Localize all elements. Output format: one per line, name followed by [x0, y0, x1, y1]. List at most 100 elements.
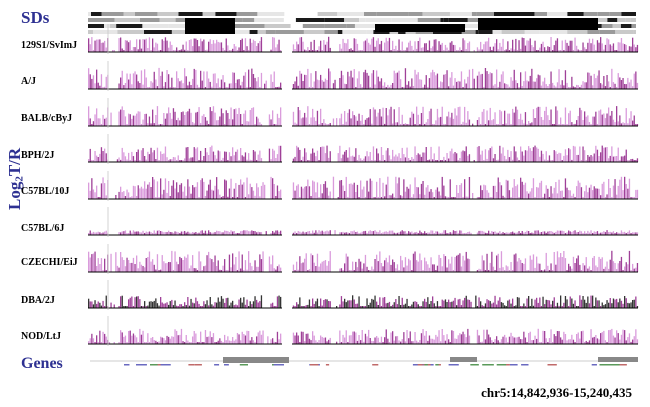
sds-label: SDs [21, 8, 50, 27]
signal-bar [388, 230, 391, 235]
signal-bar [608, 179, 610, 199]
signal-bar [94, 342, 96, 344]
signal-bar [518, 231, 520, 235]
signal-bar [422, 87, 424, 89]
signal-bar [412, 341, 415, 344]
signal-bar [600, 306, 602, 308]
signal-bar [355, 148, 357, 162]
signal-bar [595, 231, 597, 235]
signal-bar [448, 86, 450, 89]
signal-bar [315, 192, 317, 199]
signal-bar [315, 301, 317, 308]
signal-bar [481, 49, 483, 52]
signal-bar [456, 81, 458, 89]
signal-bar [163, 113, 165, 126]
signal-bar [147, 184, 149, 199]
signal-bar [553, 232, 555, 235]
signal-bar [350, 156, 352, 162]
signal-bar [564, 258, 567, 272]
signal-bar [412, 301, 415, 308]
signal-bar [345, 253, 347, 272]
signal-bar [225, 298, 227, 308]
signal-bar [601, 145, 603, 162]
signal-bar [414, 232, 416, 235]
signal-bar [398, 39, 400, 52]
signal-bar [608, 302, 610, 308]
signal-bar [435, 231, 437, 235]
signal-bar [227, 297, 229, 308]
signal-bar [564, 149, 567, 162]
signal-bar [376, 181, 378, 199]
signal-bar [152, 337, 154, 344]
signal-bar [571, 334, 573, 344]
signal-bar [259, 254, 261, 272]
signal-bar [340, 180, 343, 199]
signal-bar [524, 45, 527, 52]
signal-bar [323, 146, 325, 162]
signal-bar [174, 329, 176, 344]
signal-bar [128, 299, 130, 308]
signal-bar [550, 263, 552, 272]
signal-bar [220, 270, 223, 272]
signal-bar [137, 296, 139, 308]
signal-bar [609, 115, 611, 126]
signal-bar [584, 82, 586, 89]
signal-bar [553, 85, 555, 89]
signal-bar [121, 231, 123, 235]
signal-bar [99, 302, 101, 308]
signal-bar [635, 160, 637, 162]
signal-bar [139, 328, 141, 344]
signal-bar [254, 151, 256, 162]
signal-bar [388, 255, 391, 272]
signal-bar [176, 120, 178, 126]
signal-bar [416, 155, 418, 162]
signal-bar [188, 108, 191, 126]
signal-bar [355, 116, 357, 126]
signal-bar [355, 192, 357, 199]
signal-bar [184, 115, 186, 126]
signal-bar [433, 303, 435, 308]
signal-bar [97, 258, 99, 272]
signal-bar [606, 194, 608, 199]
signal-bar [320, 147, 322, 162]
signal-bar [372, 37, 375, 52]
signal-bar [374, 46, 376, 52]
signal-bar [198, 232, 200, 235]
signal-bar [180, 80, 183, 89]
signal-bar [510, 151, 512, 162]
signal-bar [297, 335, 299, 344]
signal-bar [408, 258, 410, 272]
signal-bar [268, 148, 271, 162]
signal-bar [596, 188, 599, 199]
signal-bar [531, 68, 533, 89]
sd-segment [461, 30, 476, 34]
signal-bar [129, 230, 131, 235]
signal-bar [548, 155, 551, 162]
signal-bar [204, 148, 207, 162]
signal-bar [569, 40, 571, 52]
signal-bar [454, 231, 456, 235]
signal-bar [360, 306, 362, 308]
signal-bar [233, 264, 235, 272]
signal-bar [441, 160, 443, 162]
signal-bar [491, 303, 493, 308]
signal-bar [364, 230, 367, 235]
signal-bar [550, 231, 552, 235]
signal-bar [216, 83, 218, 89]
gene-block [223, 357, 289, 363]
signal-bar [272, 110, 274, 126]
signal-bar [560, 153, 562, 162]
signal-bar [459, 106, 461, 126]
signal-bar [454, 152, 456, 162]
signal-bar [256, 160, 258, 162]
signal-bar [480, 154, 482, 162]
signal-bar [168, 262, 170, 272]
signal-bar [188, 268, 191, 272]
signal-bar [312, 148, 314, 162]
signal-bar [489, 107, 491, 126]
signal-bar [619, 77, 621, 89]
signal-bar [428, 232, 431, 235]
signal-bar [196, 111, 199, 126]
signal-bar [611, 232, 613, 235]
signal-bar [347, 39, 349, 52]
